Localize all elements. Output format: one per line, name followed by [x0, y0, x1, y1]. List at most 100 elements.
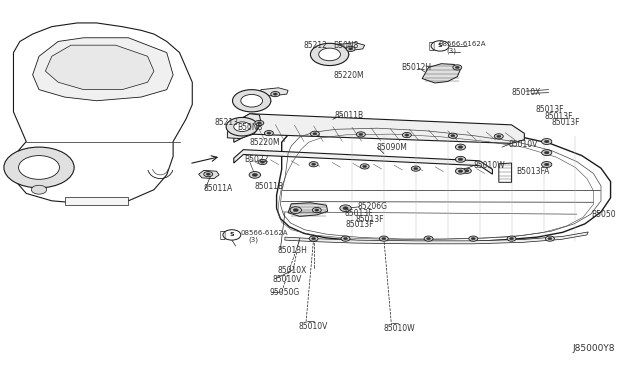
Circle shape — [19, 155, 60, 179]
Circle shape — [458, 170, 463, 173]
Circle shape — [31, 185, 47, 194]
Text: B5013FA: B5013FA — [516, 167, 550, 176]
Text: 85213: 85213 — [214, 118, 239, 127]
Text: (3): (3) — [248, 237, 259, 243]
Text: 85220M: 85220M — [333, 71, 364, 80]
Text: 85011B: 85011B — [335, 111, 364, 120]
Text: 85013F: 85013F — [544, 112, 573, 121]
Text: 85206G: 85206G — [358, 202, 388, 211]
Text: 85011B: 85011B — [254, 182, 284, 190]
Circle shape — [346, 46, 355, 51]
Polygon shape — [499, 163, 511, 182]
Circle shape — [403, 132, 412, 138]
Text: 85090M: 85090M — [376, 143, 407, 152]
Circle shape — [341, 236, 350, 241]
Circle shape — [426, 237, 431, 240]
Text: 85010X: 85010X — [511, 88, 541, 97]
Circle shape — [545, 163, 549, 166]
Circle shape — [468, 236, 477, 241]
Circle shape — [226, 118, 258, 136]
Text: 85010W: 85010W — [384, 324, 415, 333]
Text: 08566-6162A: 08566-6162A — [439, 41, 486, 47]
Polygon shape — [33, 38, 173, 101]
Circle shape — [507, 236, 516, 241]
Text: B5012H: B5012H — [401, 63, 431, 72]
Circle shape — [405, 134, 409, 136]
Text: 85220M: 85220M — [250, 138, 280, 147]
Text: Ⓢ: Ⓢ — [220, 229, 226, 239]
Circle shape — [545, 140, 549, 143]
Text: S: S — [230, 232, 234, 237]
Text: Ⓢ: Ⓢ — [428, 40, 434, 50]
Circle shape — [541, 138, 552, 144]
Circle shape — [349, 48, 353, 50]
Circle shape — [340, 205, 351, 212]
Circle shape — [232, 90, 271, 112]
Polygon shape — [198, 170, 219, 179]
Text: 85010X: 85010X — [277, 266, 307, 275]
Text: 85212: 85212 — [303, 41, 327, 51]
Text: 85010V: 85010V — [508, 140, 538, 149]
Text: 85013H: 85013H — [277, 246, 307, 255]
Circle shape — [456, 168, 466, 174]
Circle shape — [451, 135, 455, 137]
Polygon shape — [45, 45, 154, 90]
Circle shape — [360, 164, 369, 169]
Text: 85011A: 85011A — [204, 185, 233, 193]
Circle shape — [293, 209, 298, 212]
Text: 08566-6162A: 08566-6162A — [240, 230, 287, 237]
Polygon shape — [288, 203, 328, 217]
Circle shape — [309, 162, 318, 167]
Circle shape — [382, 237, 386, 240]
Text: B5022: B5022 — [244, 155, 268, 164]
Circle shape — [241, 94, 262, 107]
Circle shape — [414, 167, 418, 170]
Circle shape — [363, 165, 367, 168]
Circle shape — [290, 207, 301, 214]
Circle shape — [356, 132, 365, 137]
Polygon shape — [333, 42, 365, 51]
Polygon shape — [65, 197, 129, 205]
Polygon shape — [276, 121, 611, 242]
Circle shape — [497, 135, 501, 138]
Polygon shape — [285, 232, 588, 244]
Circle shape — [458, 146, 463, 148]
Circle shape — [424, 236, 433, 241]
Circle shape — [456, 144, 466, 150]
Circle shape — [471, 237, 476, 240]
Text: 85013F: 85013F — [346, 221, 374, 230]
Circle shape — [344, 237, 348, 240]
Circle shape — [223, 230, 241, 240]
Circle shape — [313, 132, 317, 135]
Circle shape — [412, 166, 420, 171]
Circle shape — [456, 156, 466, 162]
Circle shape — [204, 171, 212, 177]
Circle shape — [509, 237, 513, 240]
Circle shape — [252, 173, 257, 176]
Circle shape — [310, 131, 319, 137]
Text: 85010V: 85010V — [298, 321, 328, 331]
Circle shape — [449, 133, 458, 138]
Text: 95050G: 95050G — [269, 288, 300, 297]
Circle shape — [463, 168, 471, 173]
Circle shape — [453, 65, 462, 70]
Polygon shape — [422, 64, 461, 83]
Circle shape — [257, 122, 261, 124]
Text: B50N8: B50N8 — [237, 123, 262, 132]
Polygon shape — [234, 114, 524, 143]
Circle shape — [312, 237, 316, 240]
Circle shape — [455, 66, 460, 68]
Circle shape — [310, 43, 349, 65]
Circle shape — [541, 161, 552, 167]
Circle shape — [343, 207, 348, 210]
Text: 85010V: 85010V — [272, 275, 301, 284]
Circle shape — [541, 150, 552, 155]
Text: 85010W: 85010W — [473, 161, 505, 170]
Circle shape — [234, 122, 250, 132]
Circle shape — [264, 131, 273, 136]
Circle shape — [548, 237, 552, 240]
Circle shape — [258, 160, 267, 165]
Circle shape — [458, 158, 463, 161]
Polygon shape — [234, 150, 492, 174]
Text: J85000Y8: J85000Y8 — [572, 344, 615, 353]
